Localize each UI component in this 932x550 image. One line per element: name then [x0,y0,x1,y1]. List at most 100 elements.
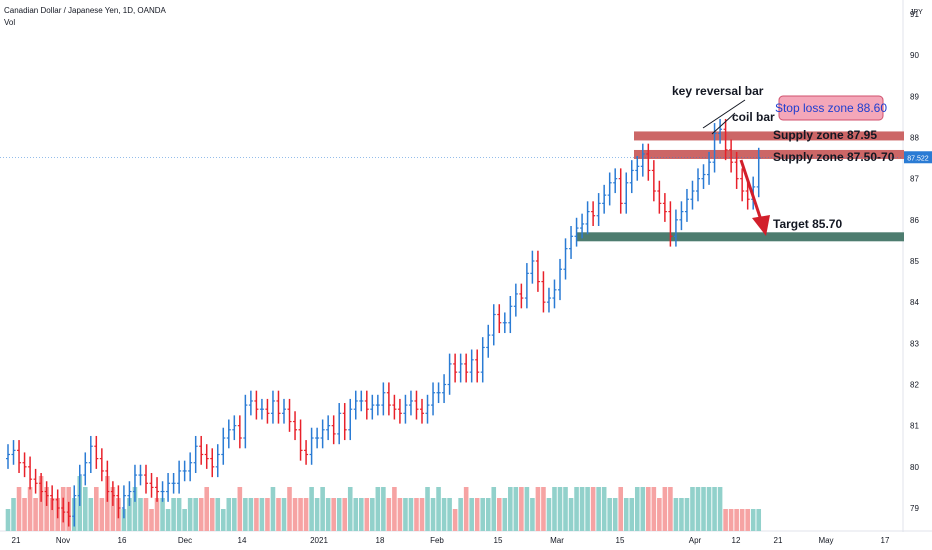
volume-bar [552,487,557,531]
ohlc-bars [6,118,761,527]
volume-bar [11,498,16,531]
volume-bar [756,509,762,531]
volume-bar [358,498,364,531]
volume-bar [232,498,237,531]
key-reversal-label: key reversal bar [672,84,764,98]
volume-bar [121,509,127,531]
volume-bar [690,487,695,531]
time-axis[interactable]: 21 Nov 16 Dec 14 2021 18 Feb 15 Mar 15 Apr 12 21 May 17 [12,536,890,545]
volume-bar [408,498,414,531]
volume-bar [403,498,408,531]
price-tick-label: 86 [910,216,919,225]
volume-bar [370,498,375,531]
volume-bar [198,498,204,531]
volume-bar [149,509,154,531]
zones-layer [0,131,904,242]
volume-bar [668,487,673,531]
volume-bar [646,487,651,531]
volume-bar [309,487,314,531]
time-tick-label: 16 [118,536,127,545]
volume-bar [226,498,232,531]
time-tick-label: 15 [494,536,503,545]
coil-arrow [711,112,736,135]
volume-bar [325,498,331,531]
volume-bar [739,509,745,531]
price-tick-label: 90 [910,51,919,60]
price-tick-label: 81 [910,422,919,431]
volume-bar [254,498,259,531]
volume-bar [176,498,182,531]
volume-bar [734,509,739,531]
price-tick-label: 79 [910,504,919,513]
volume-bar [745,509,750,531]
volume-bar [187,498,193,531]
volume-bar [33,498,38,531]
volume-bar [314,498,320,531]
volume-bar [171,498,176,531]
volume-bar [530,498,535,531]
stop-loss-label: Stop loss zone 88.60 [775,101,887,115]
volume-bar [496,498,502,531]
volume-bar [640,487,646,531]
volume-bar [469,498,474,531]
target-arrow [739,159,763,221]
volume-bar [110,487,116,531]
volume-bar [99,498,105,531]
price-tick-label: 84 [910,298,919,307]
volume-bar [5,509,11,531]
volume-bar [673,498,679,531]
volume-bar [612,498,618,531]
supply-upper-label: Supply zone 87.95 [773,128,877,142]
volume-bar [502,498,508,531]
volume-bar [419,498,425,531]
volume-bar [397,498,403,531]
volume-bar [138,498,143,531]
volume-bar [143,498,149,531]
time-tick-label: Feb [430,536,444,545]
volume-bar [485,498,491,531]
volume-bar [303,498,309,531]
time-tick-label: Nov [56,536,70,545]
volume-bar [182,509,187,531]
volume-bar [662,487,668,531]
time-tick-label: 12 [732,536,741,545]
price-tick-label: 87 [910,175,919,184]
volume-bar [585,487,590,531]
volume-bar [298,498,303,531]
volume-bar [607,498,612,531]
volume-bar [508,487,513,531]
volume-bars [5,476,762,531]
volume-bar [452,509,458,531]
volume-bar [430,498,436,531]
volume-bar [127,498,132,531]
time-tick-label: 14 [238,536,247,545]
volume-bar [579,487,585,531]
target-zone [576,232,904,242]
volume-bar [458,498,463,531]
volume-bar [596,487,601,531]
volume-label: Vol [4,18,16,27]
volume-bar [618,487,624,531]
volume-bar [220,509,226,531]
volume-bar [568,498,574,531]
coil-label: coil bar [732,110,775,124]
volume-bar [243,498,248,531]
time-tick-label: 18 [376,536,385,545]
time-tick-label: Mar [550,536,564,545]
volume-bar [204,487,210,531]
volume-bar [557,487,563,531]
volume-bar [717,487,723,531]
time-tick-label: 21 [12,536,21,545]
time-tick-label: 21 [774,536,783,545]
volume-bar [209,498,215,531]
volume-bar [386,498,392,531]
volume-bar [695,487,701,531]
volume-bar [436,487,441,531]
price-tick-label: 89 [910,92,919,101]
price-tick-label: 80 [910,463,919,472]
volume-bar [546,498,552,531]
symbol-title: Canadian Dollar / Japanese Yen, 1D, OAND… [4,6,166,15]
